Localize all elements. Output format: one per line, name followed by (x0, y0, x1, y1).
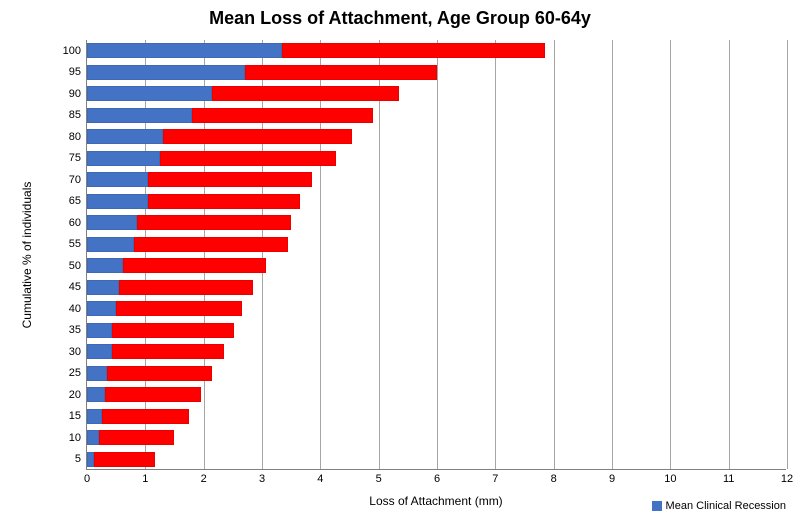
gridline (787, 40, 788, 469)
bar-segment-blue (87, 172, 148, 187)
bar-segment-blue (87, 129, 163, 144)
chart-container: Mean Loss of Attachment, Age Group 60-64… (0, 0, 800, 520)
y-tick-label: 45 (69, 281, 81, 293)
y-tick-label: 5 (75, 453, 81, 465)
y-tick-label: 40 (69, 303, 81, 315)
bar-segment-blue (87, 366, 107, 381)
y-tick-label: 35 (69, 324, 81, 336)
bar-segment-red (105, 387, 201, 402)
y-axis-label: Cumulative % of individuals (20, 182, 34, 329)
legend-swatch-icon (652, 501, 662, 511)
y-tick-label: 50 (69, 260, 81, 272)
bar-segment-red (212, 86, 399, 101)
gridline (320, 40, 321, 469)
bar-segment-blue (87, 43, 282, 58)
bar-segment-red (119, 280, 253, 295)
x-axis-label: Loss of Attachment (mm) (369, 494, 502, 508)
gridline (204, 40, 205, 469)
y-tick-label: 15 (69, 410, 81, 422)
y-tick-label: 65 (69, 195, 81, 207)
bar-segment-red (148, 194, 300, 209)
chart-title: Mean Loss of Attachment, Age Group 60-64… (0, 8, 800, 29)
x-tick-label: 12 (781, 473, 793, 485)
y-tick-label: 60 (69, 217, 81, 229)
gridline (145, 40, 146, 469)
gridline (729, 40, 730, 469)
bar-segment-red (123, 258, 266, 273)
y-tick-label: 75 (69, 152, 81, 164)
x-tick-label: 6 (434, 473, 440, 485)
bar-segment-blue (87, 409, 102, 424)
gridline (262, 40, 263, 469)
gridline (379, 40, 380, 469)
bar-segment-red (116, 301, 241, 316)
bar-segment-red (160, 151, 336, 166)
x-tick-label: 7 (492, 473, 498, 485)
bar-segment-blue (87, 301, 116, 316)
y-tick-label: 30 (69, 346, 81, 358)
bar-segment-blue (87, 65, 245, 80)
bar-segment-red (107, 366, 212, 381)
y-tick-label: 95 (69, 66, 81, 78)
y-tick-label: 90 (69, 88, 81, 100)
bar-segment-blue (87, 387, 105, 402)
bar-segment-red (163, 129, 353, 144)
y-tick-label: 55 (69, 238, 81, 250)
bar-segment-red (112, 323, 235, 338)
x-tick-label: 0 (84, 473, 90, 485)
gridline (554, 40, 555, 469)
bar-segment-blue (87, 452, 94, 467)
x-tick-label: 9 (609, 473, 615, 485)
gridline (670, 40, 671, 469)
bar-segment-red (102, 409, 190, 424)
y-tick-label: 100 (63, 45, 81, 57)
plot-area: 0123456789101112510152025303540455055606… (86, 40, 786, 470)
x-tick-label: 4 (317, 473, 323, 485)
bar-segment-red (192, 108, 373, 123)
x-tick-label: 10 (664, 473, 676, 485)
bar-segment-blue (87, 430, 99, 445)
bar-segment-red (282, 43, 545, 58)
x-tick-label: 8 (551, 473, 557, 485)
y-tick-label: 10 (69, 432, 81, 444)
bar-segment-red (245, 65, 438, 80)
bar-segment-blue (87, 344, 112, 359)
bar-segment-blue (87, 237, 134, 252)
bar-segment-red (94, 452, 155, 467)
bar-segment-red (137, 215, 292, 230)
y-tick-label: 85 (69, 109, 81, 121)
x-tick-label: 1 (142, 473, 148, 485)
bar-segment-red (134, 237, 289, 252)
bar-segment-blue (87, 194, 148, 209)
bar-segment-blue (87, 86, 212, 101)
y-tick-label: 70 (69, 174, 81, 186)
bar-segment-red (99, 430, 175, 445)
y-tick-label: 20 (69, 389, 81, 401)
gridline (495, 40, 496, 469)
bar-segment-red (148, 172, 311, 187)
x-tick-label: 2 (201, 473, 207, 485)
gridline (437, 40, 438, 469)
y-tick-label: 25 (69, 367, 81, 379)
gridline (612, 40, 613, 469)
x-tick-label: 3 (259, 473, 265, 485)
bar-segment-red (112, 344, 224, 359)
bar-segment-blue (87, 280, 119, 295)
legend: Mean Clinical Recession (652, 500, 786, 512)
bar-segment-blue (87, 215, 137, 230)
y-tick-label: 80 (69, 131, 81, 143)
legend-label: Mean Clinical Recession (666, 500, 786, 512)
bar-segment-blue (87, 151, 160, 166)
bar-segment-blue (87, 108, 192, 123)
x-tick-label: 5 (376, 473, 382, 485)
bar-segment-blue (87, 323, 112, 338)
x-tick-label: 11 (723, 473, 734, 485)
bar-segment-blue (87, 258, 123, 273)
